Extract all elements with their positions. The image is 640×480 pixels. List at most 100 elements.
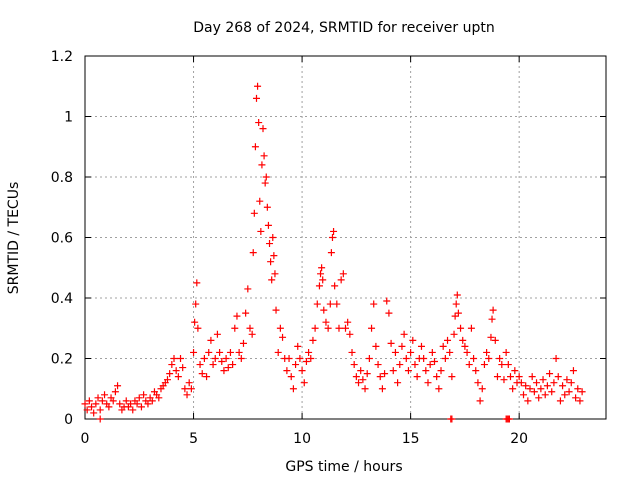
- data-point: [559, 382, 567, 390]
- data-point: [420, 355, 428, 362]
- data-point: [237, 355, 245, 362]
- data-point: [81, 400, 89, 408]
- data-point: [522, 382, 530, 390]
- data-point: [313, 300, 321, 308]
- data-point: [172, 367, 180, 375]
- data-point: [335, 324, 343, 332]
- data-point: [200, 355, 208, 362]
- data-point: [109, 397, 117, 405]
- data-point: [576, 397, 584, 405]
- data-point: [437, 367, 445, 375]
- data-point: [307, 355, 315, 362]
- grid: [85, 56, 606, 419]
- data-point: [357, 367, 365, 375]
- data-point: [528, 373, 536, 381]
- data-point: [463, 348, 471, 356]
- data-point: [548, 388, 556, 396]
- data-point: [262, 173, 270, 181]
- data-point: [274, 348, 282, 356]
- data-point: [260, 152, 268, 160]
- data-point: [294, 342, 302, 350]
- y-tick-label: 0.6: [51, 231, 73, 247]
- data-point: [396, 361, 404, 369]
- data-point: [328, 234, 336, 241]
- data-point: [487, 333, 495, 341]
- data-point: [502, 348, 510, 356]
- data-point: [194, 324, 202, 332]
- data-point: [398, 342, 406, 350]
- data-point: [300, 379, 308, 387]
- data-point: [457, 324, 465, 332]
- data-point: [320, 306, 328, 314]
- data-point: [389, 367, 397, 375]
- data-point: [235, 348, 243, 356]
- data-point: [505, 415, 513, 423]
- data-point: [530, 388, 538, 396]
- data-point: [451, 312, 459, 320]
- data-point: [404, 367, 412, 375]
- chart-title: Day 268 of 2024, SRMTID for receiver upt…: [193, 20, 495, 36]
- data-point: [231, 324, 239, 332]
- data-point: [256, 197, 264, 205]
- data-point: [509, 385, 517, 393]
- data-point: [428, 348, 436, 356]
- data-point: [224, 364, 232, 372]
- data-point: [94, 394, 102, 402]
- data-point: [207, 336, 215, 344]
- data-point: [556, 397, 564, 405]
- data-point: [342, 324, 349, 332]
- data-point: [515, 373, 523, 381]
- data-point: [196, 361, 204, 369]
- data-point: [190, 348, 198, 356]
- data-point: [226, 348, 234, 356]
- data-point: [431, 358, 439, 366]
- data-point: [211, 355, 219, 362]
- data-point: [111, 388, 119, 396]
- data-point: [476, 397, 484, 405]
- data-point: [452, 300, 460, 308]
- data-point: [193, 279, 201, 287]
- data-point: [179, 364, 187, 372]
- data-point: [181, 385, 189, 393]
- data-point: [218, 358, 226, 366]
- data-point: [137, 403, 145, 411]
- data-point: [257, 227, 265, 235]
- data-point: [135, 394, 143, 402]
- x-tick-label: 0: [81, 431, 90, 447]
- data-point: [90, 409, 98, 417]
- data-point: [453, 291, 461, 299]
- data-point: [391, 348, 399, 356]
- data-point: [270, 252, 278, 260]
- data-point: [339, 270, 347, 278]
- data-point: [546, 370, 554, 378]
- data-point: [533, 379, 541, 387]
- data-point: [402, 355, 410, 362]
- y-tick-label: 0.4: [51, 291, 73, 307]
- data-point: [417, 342, 425, 350]
- data-point: [368, 324, 376, 332]
- data-point: [552, 355, 560, 362]
- data-point: [569, 367, 577, 375]
- data-point: [467, 324, 475, 332]
- data-point: [296, 355, 304, 362]
- data-point: [213, 330, 221, 338]
- data-point: [459, 336, 467, 344]
- data-points: [81, 82, 586, 423]
- data-point: [326, 300, 334, 308]
- data-point: [344, 318, 352, 326]
- data-point: [242, 309, 250, 317]
- data-point: [498, 361, 506, 369]
- data-point: [543, 382, 551, 390]
- data-point: [83, 406, 91, 414]
- data-point: [435, 385, 443, 393]
- data-point: [174, 373, 182, 381]
- data-point: [309, 336, 317, 344]
- data-point: [92, 400, 100, 408]
- x-tick-label: 5: [189, 431, 198, 447]
- data-point: [426, 361, 434, 369]
- data-point: [305, 348, 313, 356]
- data-point: [233, 312, 241, 320]
- data-point: [205, 348, 213, 356]
- data-point: [385, 309, 393, 317]
- data-point: [203, 373, 211, 381]
